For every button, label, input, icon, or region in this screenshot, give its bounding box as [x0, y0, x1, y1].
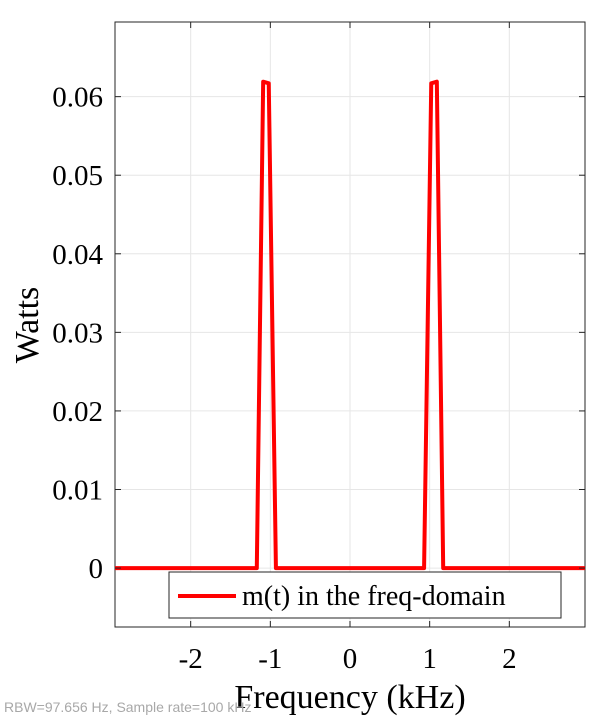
- y-tick-label: 0.02: [52, 396, 103, 428]
- y-tick-label: 0.06: [52, 82, 103, 114]
- series-line-m-t: [115, 79, 585, 571]
- plot-content: [115, 79, 585, 571]
- x-tick-label: 0: [343, 643, 358, 675]
- x-tick-label: 2: [502, 643, 517, 675]
- x-tick-label: -2: [179, 643, 203, 675]
- y-tick-label: 0: [89, 553, 104, 585]
- y-ticks: 0 0.01 0.02 0.03 0.04 0.05 0.06: [52, 82, 585, 585]
- x-tick-label: 1: [422, 643, 437, 675]
- y-axis-label: Watts: [9, 287, 46, 364]
- y-tick-label: 0.05: [52, 160, 103, 192]
- rbw-footnote: RBW=97.656 Hz, Sample rate=100 kHz: [4, 699, 251, 715]
- x-axis-label: Frequency (kHz): [234, 679, 465, 716]
- x-tick-label: -1: [258, 643, 282, 675]
- legend: m(t) in the freq-domain: [168, 571, 562, 619]
- grid: [115, 22, 585, 627]
- legend-label: m(t) in the freq-domain: [242, 581, 506, 612]
- y-tick-label: 0.03: [52, 317, 103, 349]
- x-ticks: -2 -1 0 1 2: [179, 22, 517, 675]
- y-tick-label: 0.01: [52, 475, 103, 507]
- y-tick-label: 0.04: [52, 239, 103, 271]
